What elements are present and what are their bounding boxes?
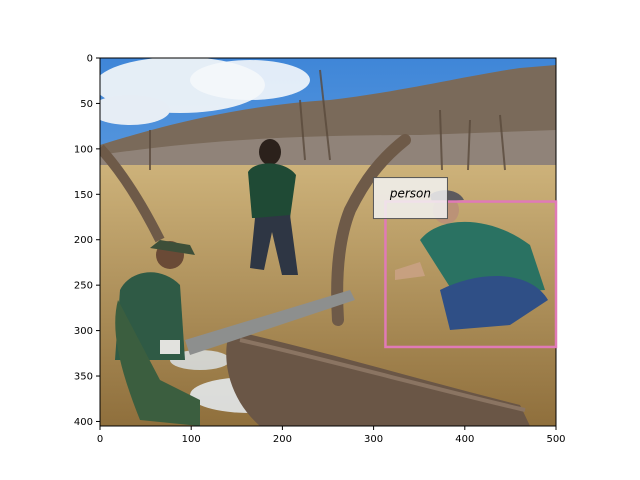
y-tick-label: 200 bbox=[74, 235, 93, 246]
y-tick-label: 100 bbox=[74, 144, 93, 155]
x-tick-label: 0 bbox=[97, 434, 103, 445]
x-tick-label: 200 bbox=[273, 434, 292, 445]
y-tick-label: 400 bbox=[74, 417, 93, 428]
x-tick-label: 400 bbox=[455, 434, 474, 445]
x-tick-label: 100 bbox=[182, 434, 201, 445]
y-tick-label: 50 bbox=[80, 99, 93, 110]
detection-box bbox=[384, 200, 558, 349]
detection-label-background bbox=[372, 177, 448, 220]
photo bbox=[100, 58, 556, 426]
y-tick-label: 250 bbox=[74, 281, 93, 292]
x-tick-label: 300 bbox=[364, 434, 383, 445]
y-tick-label: 350 bbox=[74, 372, 93, 383]
x-tick-label: 500 bbox=[546, 434, 565, 445]
y-tick-label: 150 bbox=[74, 190, 93, 201]
x-axis: 0 100 200 300 400 500 bbox=[97, 426, 566, 445]
y-tick-label: 300 bbox=[74, 326, 93, 337]
y-axis: 0 50 100 150 200 250 300 350 400 bbox=[74, 54, 100, 428]
y-tick-label: 0 bbox=[87, 54, 93, 65]
detection-label: person bbox=[389, 187, 431, 201]
